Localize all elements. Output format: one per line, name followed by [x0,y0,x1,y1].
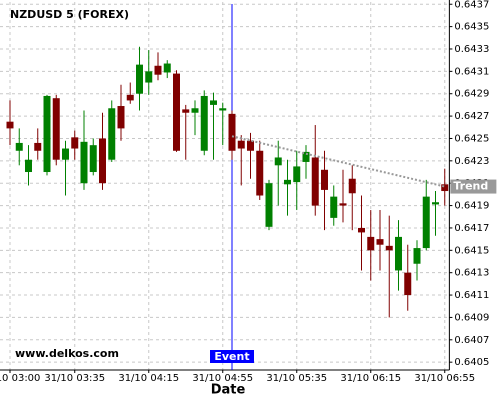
y-tick-label: 0.6429 [454,89,489,100]
x-tick-label: 31/10 04:15 [118,373,179,384]
candle-body [15,142,23,151]
candle-body [219,108,227,111]
candle-body [25,159,32,173]
candle-body [52,98,60,160]
candle-body [154,65,162,75]
candle-body [34,142,42,151]
candle-body [126,94,134,101]
candle-body [302,151,310,162]
candle-body [284,179,291,185]
candle-body [385,245,393,251]
candle-body [136,64,143,94]
candle-body [376,239,384,245]
candle-body [321,169,328,190]
candle-body [413,248,421,264]
trend-label-box [450,179,497,194]
trend-label: Trend [453,180,488,193]
y-tick-label: 0.6405 [454,357,489,368]
candle-body [80,141,88,184]
candle-body [432,202,439,205]
candle-body [367,236,375,251]
y-tick-label: 0.6437 [454,0,489,10]
y-tick-label: 0.6423 [454,156,489,167]
candle-body [173,73,180,151]
candle-body [191,108,199,113]
candle-body [6,121,14,129]
candle-body [62,148,69,160]
candle-body [210,100,217,105]
y-tick-label: 0.6427 [454,111,489,122]
candle-body [228,113,236,151]
candle-body [99,138,106,184]
candle-body [200,95,208,151]
y-tick-label: 0.6415 [454,245,489,256]
event-label-box [210,350,254,363]
candle-body [422,196,430,249]
x-tick-label: 31/10 05:35 [266,373,327,384]
trend-line [231,135,445,188]
watermark: www.delkos.com [15,347,119,360]
x-axis-label: Date [211,383,246,398]
candle-body [404,272,412,296]
candle-body [256,150,264,196]
candle-body [358,227,365,233]
x-tick-label: 31/10 03:35 [44,373,105,384]
candle-body [311,157,319,206]
candle-body [395,236,402,271]
x-tick-label: 31/10 04:55 [192,373,253,384]
x-tick-label: 31/10 06:55 [414,373,475,384]
candle-body [348,178,356,194]
candle-body [274,157,282,166]
y-tick-label: 0.6413 [454,268,489,279]
candle-body [163,63,171,73]
y-tick-label: 0.6417 [454,223,489,234]
y-tick-label: 0.6411 [454,290,489,301]
y-tick-label: 0.6409 [454,312,489,323]
candle-body [108,108,116,160]
y-tick-label: 0.6425 [454,133,489,144]
candle-body [89,145,97,173]
candle-body [182,109,190,113]
y-tick-label: 0.6433 [454,44,489,55]
candle-body [265,183,273,227]
candle-body [117,106,125,129]
y-tick-label: 0.6435 [454,22,489,33]
event-label: Event [214,350,249,363]
candle-body [330,196,338,218]
candle-body [71,137,79,149]
chart-title: NZDUSD 5 (FOREX) [10,8,129,21]
x-tick-label: 31/10 03:00 [0,373,40,384]
candle-body [43,95,51,173]
y-tick-label: 0.6407 [454,335,489,346]
y-tick-label: 0.6419 [454,201,489,212]
candle-body [145,71,153,83]
y-tick-label: 0.6431 [454,66,489,77]
candle-body [293,166,301,183]
candle-body [247,140,254,151]
x-tick-label: 31/10 06:15 [340,373,401,384]
candle-body [339,203,347,206]
candle-body [237,140,245,149]
candle-body [441,184,449,192]
